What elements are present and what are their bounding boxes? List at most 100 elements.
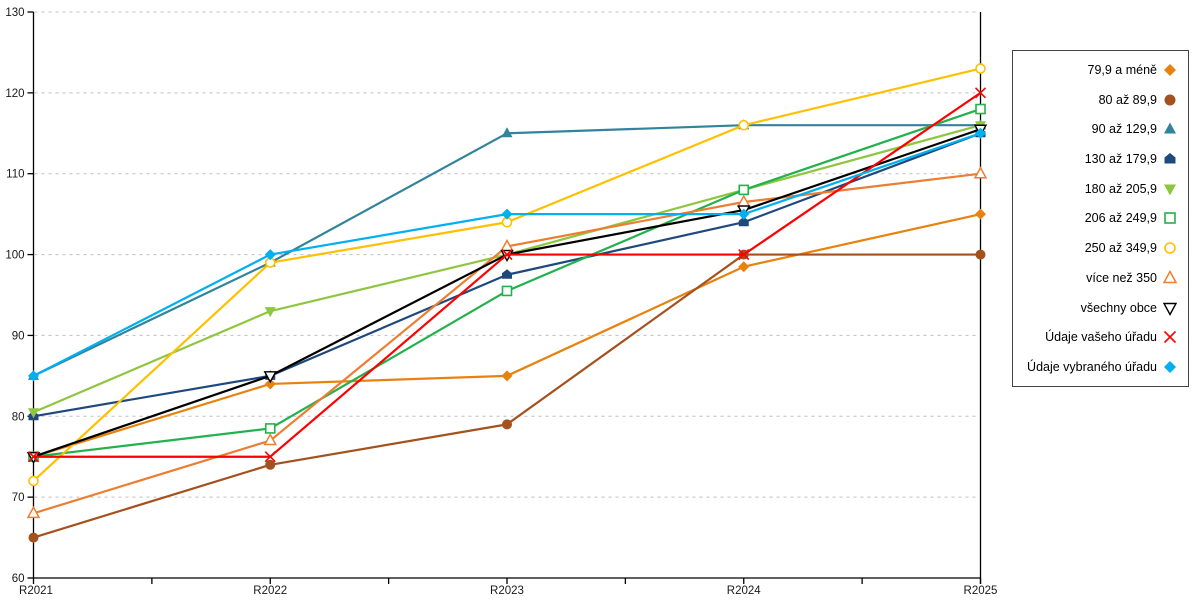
diamond-marker bbox=[264, 378, 276, 390]
legend-item-8: všechny obce bbox=[1017, 294, 1178, 322]
y-tick-label: 100 bbox=[5, 250, 24, 262]
legend-label: Údaje vybraného úřadu bbox=[1027, 360, 1157, 375]
x-tick-label: R2021 bbox=[19, 585, 53, 597]
circle-marker bbox=[502, 419, 512, 430]
y-tick-label: 70 bbox=[12, 492, 25, 504]
diamond-marker bbox=[1164, 361, 1176, 374]
circle-open-marker bbox=[1164, 242, 1176, 254]
x-tick-label: R2022 bbox=[253, 585, 287, 597]
y-tick-label: 90 bbox=[12, 330, 25, 342]
circle-legend-icon bbox=[1164, 94, 1176, 106]
legend-item-1: 80 až 89,9 bbox=[1017, 86, 1178, 114]
x-tick-label: R2025 bbox=[964, 585, 998, 597]
series-line bbox=[33, 124, 981, 414]
x-marker bbox=[501, 249, 513, 261]
legend-item-4: 180 až 205,9 bbox=[1017, 175, 1178, 203]
diamond-marker bbox=[975, 208, 986, 220]
legend-label: 80 až 89,9 bbox=[1098, 92, 1157, 107]
legend-item-6: 250 až 349,9 bbox=[1017, 234, 1178, 262]
x-tick-label: R2023 bbox=[490, 585, 524, 597]
legend-label: Údaje vašeho úřadu bbox=[1045, 330, 1157, 345]
series-x bbox=[27, 87, 987, 463]
square-open-marker bbox=[264, 423, 276, 434]
diamond-marker bbox=[1164, 63, 1176, 76]
triangle-down-marker bbox=[264, 307, 276, 318]
diamond-marker bbox=[28, 370, 39, 382]
triangle-up-marker bbox=[501, 127, 513, 138]
triangle-down-open-marker bbox=[263, 371, 277, 384]
y-tick-label: 110 bbox=[6, 169, 24, 181]
series-line bbox=[33, 107, 981, 458]
y-tick-label: 60 bbox=[12, 573, 25, 585]
x-tick-label: R2024 bbox=[727, 585, 761, 597]
diamond-marker bbox=[975, 127, 986, 139]
diamond-marker bbox=[264, 249, 276, 261]
legend-label: všechny obce bbox=[1080, 300, 1157, 315]
pentagon-marker bbox=[738, 216, 749, 227]
line-chart-plot: 60 70 80 90 100 110 120 130 R2021 R2022 R2023 R2024… bbox=[5, 7, 998, 597]
square-open-marker bbox=[501, 285, 513, 297]
y-tick-label: 80 bbox=[12, 411, 25, 423]
triangle-up-open-marker bbox=[1162, 269, 1178, 284]
legend-label: 250 až 349,9 bbox=[1084, 241, 1157, 256]
diamond-legend-icon bbox=[1164, 63, 1176, 76]
triangle-up-legend-icon bbox=[1164, 122, 1176, 134]
square-open-legend-icon bbox=[1164, 212, 1176, 225]
legend-item-10: Údaje vybraného úřadu bbox=[1017, 353, 1178, 381]
series-diamond bbox=[28, 127, 986, 382]
legend-item-5: 206 až 249,9 bbox=[1017, 204, 1178, 232]
diamond-marker bbox=[501, 208, 513, 220]
diamond-marker bbox=[738, 261, 750, 273]
diamond-marker bbox=[501, 370, 513, 382]
x-marker bbox=[27, 451, 40, 463]
triangle-down-legend-icon bbox=[1164, 184, 1176, 196]
circle-marker bbox=[265, 459, 276, 470]
square-open-marker bbox=[1164, 212, 1176, 225]
diamond-marker bbox=[738, 208, 750, 220]
triangle-up-marker bbox=[1164, 122, 1176, 134]
circle-open-marker bbox=[738, 119, 750, 131]
series-square-open bbox=[28, 103, 986, 463]
diamond-legend-icon bbox=[1164, 361, 1176, 374]
pentagon-marker bbox=[1164, 153, 1176, 164]
triangle-down-open-legend-icon bbox=[1162, 302, 1178, 316]
circle-marker bbox=[975, 249, 986, 260]
legend-label: 180 až 205,9 bbox=[1084, 181, 1157, 196]
pentagon-marker bbox=[502, 269, 512, 279]
triangle-up-open-legend-icon bbox=[1162, 269, 1178, 284]
circle-open-marker bbox=[975, 63, 986, 74]
x-marker bbox=[1163, 331, 1177, 344]
series-line bbox=[33, 253, 981, 539]
circle-open-legend-icon bbox=[1164, 242, 1176, 254]
legend-label: 130 až 179,9 bbox=[1084, 152, 1157, 167]
y-tick-label: 120 bbox=[5, 88, 24, 100]
legend-label: 79,9 a méně bbox=[1087, 62, 1158, 77]
square-open-marker bbox=[738, 184, 750, 196]
legend: 79,9 a méně 80 až 89,9 90 až 129,9 130 až 1… bbox=[1012, 50, 1189, 387]
x-marker bbox=[738, 249, 750, 261]
y-tick-label: 130 bbox=[5, 7, 24, 19]
circle-marker bbox=[1164, 94, 1176, 106]
triangle-down-marker bbox=[28, 408, 39, 419]
triangle-down-marker bbox=[1164, 184, 1176, 196]
legend-label: více než 350 bbox=[1086, 270, 1157, 285]
legend-label: 206 až 249,9 bbox=[1084, 211, 1157, 226]
triangle-up-open-marker bbox=[263, 432, 278, 446]
circle-marker bbox=[28, 532, 39, 543]
x-legend-icon bbox=[1163, 331, 1177, 344]
triangle-up-open-marker bbox=[973, 166, 988, 179]
legend-item-7: více než 350 bbox=[1017, 264, 1178, 292]
legend-item-2: 90 až 129,9 bbox=[1017, 115, 1178, 143]
legend-item-0: 79,9 a méně bbox=[1017, 56, 1178, 84]
x-marker bbox=[264, 451, 276, 463]
legend-item-3: 130 až 179,9 bbox=[1017, 145, 1178, 173]
legend-label: 90 až 129,9 bbox=[1091, 122, 1157, 137]
legend-item-9: Údaje vašeho úřadu bbox=[1017, 323, 1178, 351]
triangle-down-open-marker bbox=[1162, 302, 1178, 316]
square-open-marker bbox=[975, 103, 986, 115]
circle-open-marker bbox=[28, 475, 39, 487]
x-marker bbox=[974, 87, 987, 99]
pentagon-legend-icon bbox=[1164, 153, 1176, 164]
triangle-up-open-marker bbox=[26, 505, 41, 519]
